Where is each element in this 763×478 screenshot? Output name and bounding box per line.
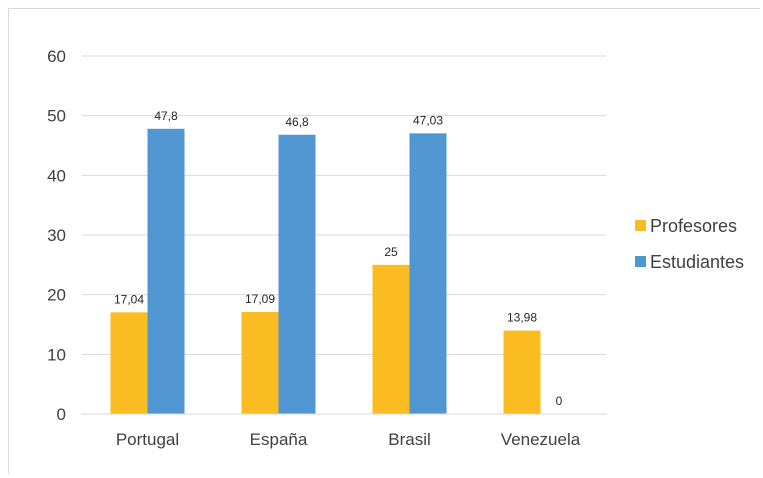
data-labels: 17,04 47,8 17,09 46,8 25 47,03 13,98 0: [114, 109, 563, 408]
bar-profesores-1: [241, 312, 279, 414]
legend-label-profesores: Profesores: [650, 216, 737, 236]
y-tick-label: 60: [47, 47, 66, 66]
data-label-estudiantes-3: 0: [556, 394, 563, 408]
legend-label-estudiantes: Estudiantes: [650, 252, 744, 272]
x-tick-label: Portugal: [116, 430, 179, 449]
y-tick-label: 50: [47, 107, 66, 126]
y-tick-label: 20: [47, 286, 66, 305]
bars: [110, 128, 541, 414]
data-label-estudiantes-1: 46,8: [285, 115, 309, 129]
bar-estudiantes-2: [409, 133, 447, 414]
bar-profesores-3: [503, 330, 541, 414]
legend: Profesores Estudiantes: [635, 216, 744, 272]
y-tick-label: 40: [47, 166, 66, 185]
x-axis-ticks: Portugal España Brasil Venezuela: [116, 430, 581, 449]
bar-profesores-2: [372, 264, 410, 414]
y-tick-label: 0: [57, 405, 66, 424]
bar-estudiantes-0: [147, 128, 185, 414]
bar-profesores-0: [110, 312, 148, 414]
legend-swatch-estudiantes: [635, 256, 646, 267]
y-axis-ticks: 0 10 20 30 40 50 60: [47, 47, 66, 424]
y-tick-label: 10: [47, 345, 66, 364]
data-label-estudiantes-0: 47,8: [154, 109, 178, 123]
data-label-profesores-2: 25: [384, 245, 398, 259]
legend-swatch-profesores: [635, 220, 646, 231]
data-label-profesores-3: 13,98: [507, 311, 537, 325]
gridlines: [82, 55, 606, 355]
data-label-profesores-0: 17,04: [114, 292, 144, 306]
y-tick-label: 30: [47, 226, 66, 245]
data-label-estudiantes-2: 47,03: [413, 113, 443, 127]
data-label-profesores-1: 17,09: [245, 292, 275, 306]
chart-frame: [8, 8, 760, 474]
x-tick-label: Venezuela: [501, 430, 581, 449]
bar-estudiantes-1: [278, 134, 316, 414]
x-tick-label: Brasil: [388, 430, 431, 449]
x-tick-label: España: [250, 430, 308, 449]
